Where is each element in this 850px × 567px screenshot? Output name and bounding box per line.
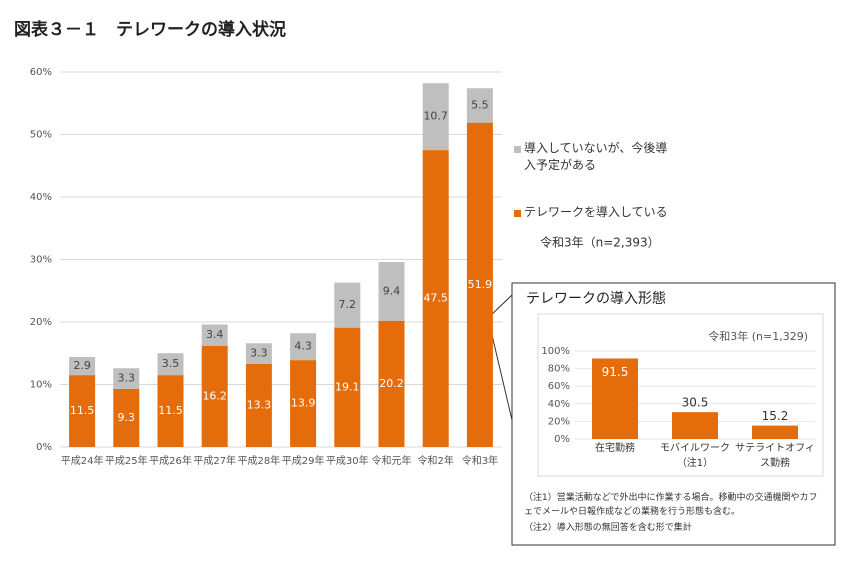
bar-segment bbox=[113, 388, 140, 447]
data-label: 11.5 bbox=[70, 404, 95, 417]
bar-segment bbox=[466, 88, 493, 123]
data-label: 9.4 bbox=[383, 284, 401, 297]
data-label: 91.5 bbox=[602, 365, 629, 379]
legend-swatch bbox=[514, 210, 521, 217]
note: （注2）導入形態の無回答を含む形で集計 bbox=[524, 523, 692, 533]
x-tick-label: モバイルワーク（注1） bbox=[660, 443, 730, 469]
data-label: 10.7 bbox=[423, 110, 448, 123]
x-tick-label: 平成28年 bbox=[238, 454, 281, 467]
data-label: 7.2 bbox=[339, 298, 357, 311]
x-tick-label: 平成29年 bbox=[282, 454, 325, 467]
data-label: 13.3 bbox=[247, 398, 272, 411]
x-tick-label: 平成30年 bbox=[326, 454, 369, 467]
data-label: 9.3 bbox=[118, 411, 136, 424]
x-tick-label: サテライトオフィス勤務 bbox=[735, 443, 815, 469]
data-label: 51.9 bbox=[468, 278, 493, 291]
data-label: 3.4 bbox=[206, 328, 224, 341]
y-tick-label: 40% bbox=[548, 399, 570, 410]
bar bbox=[752, 425, 798, 439]
bar bbox=[592, 358, 638, 439]
x-tick-label: 令和元年 bbox=[372, 454, 412, 467]
bar-segment bbox=[378, 262, 405, 321]
y-tick-label: 60% bbox=[30, 67, 52, 78]
note: （注1）営業活動などで外出中に作業する場合。移動中の交通機関やカフェでメールや日… bbox=[524, 493, 818, 518]
x-tick-label: 平成26年 bbox=[149, 454, 192, 467]
annotation: 令和3年（n=2,393） bbox=[540, 235, 660, 250]
bar-segment bbox=[69, 357, 96, 376]
data-label: 11.5 bbox=[158, 404, 183, 417]
bar-segment bbox=[334, 282, 361, 328]
y-tick-label: 30% bbox=[30, 255, 52, 266]
bar-segment bbox=[466, 122, 493, 447]
data-label: 19.1 bbox=[335, 380, 360, 393]
chart-title: 図表３－１ テレワークの導入状況 bbox=[14, 19, 286, 40]
y-tick-label: 40% bbox=[30, 192, 52, 203]
data-label: 16.2 bbox=[202, 389, 227, 402]
bar-segment bbox=[334, 327, 361, 447]
y-tick-label: 20% bbox=[548, 416, 570, 427]
bar-segment bbox=[157, 353, 184, 376]
annotation: 令和3年 (n=1,329) bbox=[708, 329, 808, 343]
data-label: 13.9 bbox=[291, 397, 316, 410]
bar-segment bbox=[113, 368, 140, 389]
inset-title: テレワークの導入形態 bbox=[526, 291, 666, 307]
y-tick-label: 0% bbox=[554, 434, 570, 445]
y-tick-label: 20% bbox=[30, 317, 52, 328]
bar-segment bbox=[290, 333, 317, 361]
bar-segment bbox=[290, 360, 317, 447]
legend-entry: 導入していないが、今後導入予定がある bbox=[514, 140, 674, 175]
x-tick-label: 平成27年 bbox=[193, 454, 236, 467]
bar-segment bbox=[201, 345, 228, 447]
data-label: 3.3 bbox=[118, 372, 136, 385]
x-tick-label: 平成24年 bbox=[61, 454, 104, 467]
x-tick-label: 平成25年 bbox=[105, 454, 148, 467]
y-tick-label: 0% bbox=[36, 442, 52, 453]
y-tick-label: 10% bbox=[30, 380, 52, 391]
bar-segment bbox=[422, 83, 449, 151]
data-label: 5.5 bbox=[471, 98, 489, 111]
inset-plot-frame bbox=[537, 313, 824, 477]
bar-segment bbox=[378, 320, 405, 447]
y-tick-label: 80% bbox=[548, 364, 570, 375]
data-label: 30.5 bbox=[682, 396, 709, 410]
data-label: 2.9 bbox=[73, 359, 91, 372]
x-tick-label: 令和3年 bbox=[462, 454, 498, 467]
legend-entry: テレワークを導入している bbox=[514, 204, 674, 221]
data-label: 47.5 bbox=[423, 292, 448, 305]
y-tick-label: 100% bbox=[541, 346, 570, 357]
y-tick-label: 50% bbox=[30, 130, 52, 141]
bar-segment bbox=[201, 324, 228, 346]
data-label: 3.5 bbox=[162, 357, 180, 370]
bar-segment bbox=[245, 363, 272, 447]
bar-segment bbox=[157, 375, 184, 447]
bar bbox=[672, 412, 718, 439]
bar-segment bbox=[69, 375, 96, 447]
data-label: 4.3 bbox=[294, 340, 312, 353]
y-tick-label: 60% bbox=[548, 381, 570, 392]
bar-segment bbox=[422, 150, 449, 447]
x-tick-label: 在宅勤務 bbox=[595, 443, 635, 454]
x-tick-label: 令和2年 bbox=[418, 454, 454, 467]
data-label: 15.2 bbox=[762, 409, 789, 423]
bar-segment bbox=[245, 343, 272, 364]
data-label: 20.2 bbox=[379, 377, 404, 390]
data-label: 3.3 bbox=[250, 347, 268, 360]
legend-swatch bbox=[514, 146, 521, 153]
